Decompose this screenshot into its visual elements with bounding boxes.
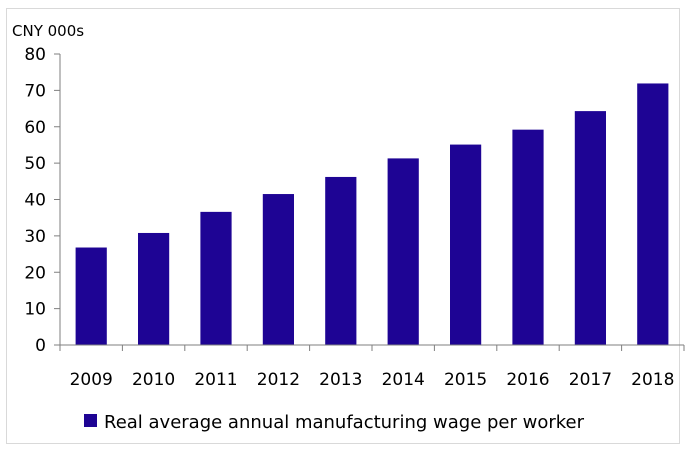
x-tick-label: 2011 — [194, 370, 237, 390]
legend-swatch — [84, 414, 97, 427]
bar — [637, 83, 669, 346]
x-tick-label: 2010 — [132, 370, 175, 390]
y-tick-label: 10 — [24, 300, 46, 320]
y-tick-label: 60 — [24, 118, 46, 138]
chart-frame — [6, 8, 680, 444]
bar — [574, 111, 606, 345]
x-tick-label: 2014 — [382, 370, 425, 390]
x-tick-label: 2016 — [506, 370, 549, 390]
y-tick-label: 0 — [35, 336, 46, 356]
legend: Real average annual manufacturing wage p… — [84, 412, 585, 433]
y-tick-label: 20 — [24, 263, 46, 283]
x-tick-label: 2017 — [569, 370, 612, 390]
x-tick-label: 2009 — [70, 370, 113, 390]
y-tick-label: 70 — [24, 81, 46, 101]
y-axis-unit-label: CNY 000s — [12, 22, 84, 40]
x-tick-label: 2015 — [444, 370, 487, 390]
bar — [262, 194, 294, 345]
y-tick-label: 50 — [24, 154, 46, 174]
bar — [200, 211, 232, 345]
y-tick-label: 80 — [24, 45, 46, 65]
x-tick-label: 2012 — [257, 370, 300, 390]
y-tick-label: 30 — [24, 227, 46, 247]
x-axis: 2009 2010 2011 2012 2013 2014 2015 2016 2017 2018 — [59, 344, 685, 390]
bar — [387, 158, 419, 345]
bar — [450, 144, 482, 345]
bar-series — [75, 83, 669, 346]
bar — [325, 176, 357, 345]
legend-label: Real average annual manufacturing wage p… — [104, 412, 585, 433]
bar — [138, 232, 170, 345]
x-tick-label: 2018 — [631, 370, 674, 390]
y-axis: 0 10 20 30 40 50 60 70 80 — [24, 45, 61, 356]
y-tick-label: 40 — [24, 191, 46, 211]
bar — [512, 129, 544, 345]
x-tick-label: 2013 — [319, 370, 362, 390]
bar — [75, 247, 107, 345]
